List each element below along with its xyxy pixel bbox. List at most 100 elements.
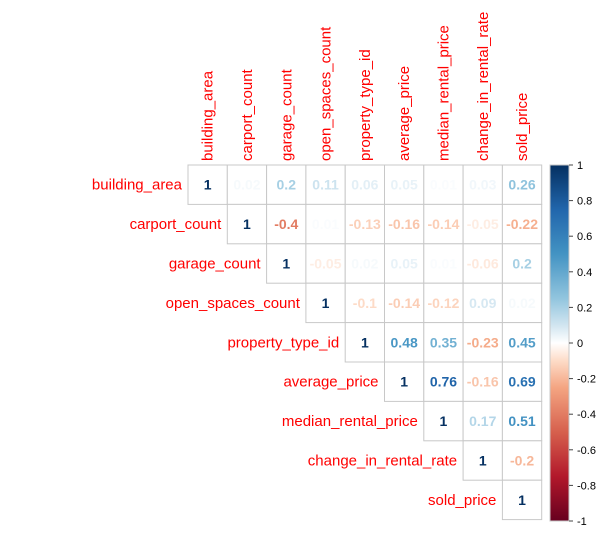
- cell-open_spaces_count-change_in_rental_rate: [462, 282, 503, 324]
- value-label-building_area-carport_count: 0.02: [233, 177, 260, 193]
- column-label-median_rental_price: median_rental_price: [435, 25, 452, 161]
- value-label-building_area-average_price: 0.05: [391, 177, 418, 193]
- row-label-median_rental_price: median_rental_price: [282, 413, 418, 430]
- value-label-open_spaces_count-average_price: -0.14: [388, 295, 420, 311]
- value-label-open_spaces_count-open_spaces_count: 1: [322, 295, 330, 311]
- cell-carport_count-sold_price: [501, 203, 543, 245]
- column-labels: building_area carport_count garage_count op…: [200, 12, 531, 161]
- column-label-change_in_rental_rate: change_in_rental_rate: [475, 12, 492, 161]
- cell-median_rental_price-sold_price: [501, 400, 543, 442]
- value-label-carport_count-property_type_id: -0.13: [349, 216, 381, 232]
- colorbar-tick-label: -0.6: [577, 445, 596, 457]
- cell-garage_count-average_price: [384, 243, 425, 284]
- value-label-median_rental_price-median_rental_price: 1: [440, 413, 448, 429]
- value-label-carport_count-open_spaces_count: 0.01: [312, 216, 339, 232]
- value-label-building_area-median_rental_price: 0.01: [430, 177, 457, 193]
- value-label-building_area-building_area: 1: [204, 177, 212, 193]
- cell-average_price-sold_price: [501, 361, 543, 402]
- row-label-sold_price: sold_price: [428, 492, 496, 509]
- value-label-property_type_id-change_in_rental_rate: -0.23: [467, 334, 499, 350]
- cell-building_area-average_price: [384, 164, 425, 205]
- value-label-sold_price-sold_price: 1: [518, 492, 526, 508]
- cell-open_spaces_count-sold_price: [501, 282, 543, 324]
- cell-open_spaces_count-open_spaces_count: [305, 282, 346, 324]
- colorbar-tick-label: 0.6: [577, 231, 592, 243]
- value-label-garage_count-average_price: 0.05: [391, 256, 418, 272]
- colorbar-tick-label: 0.8: [577, 196, 592, 208]
- value-label-garage_count-change_in_rental_rate: -0.06: [467, 256, 499, 272]
- cell-median_rental_price-median_rental_price: [423, 400, 464, 442]
- value-label-carport_count-garage_count: -0.4: [274, 216, 298, 232]
- cell-open_spaces_count-median_rental_price: [423, 282, 464, 324]
- colorbar-tick-label: 0: [577, 338, 583, 350]
- row-label-change_in_rental_rate: change_in_rental_rate: [308, 453, 457, 470]
- cell-garage_count-open_spaces_count: [305, 243, 346, 284]
- value-label-average_price-median_rental_price: 0.76: [430, 374, 457, 390]
- cell-garage_count-sold_price: [501, 243, 543, 284]
- value-label-garage_count-open_spaces_count: -0.05: [310, 256, 342, 272]
- row-label-garage_count: garage_count: [169, 256, 262, 273]
- column-label-property_type_id: property_type_id: [357, 49, 374, 161]
- column-label-building_area: building_area: [200, 70, 217, 161]
- value-label-carport_count-sold_price: -0.22: [506, 216, 538, 232]
- cell-average_price-average_price: [384, 361, 425, 402]
- value-label-average_price-change_in_rental_rate: -0.16: [467, 374, 499, 390]
- colorbar-tick-label: 0.4: [577, 267, 592, 279]
- cell-building_area-change_in_rental_rate: [462, 164, 503, 205]
- value-label-carport_count-carport_count: 1: [243, 216, 251, 232]
- value-label-building_area-sold_price: 0.26: [508, 177, 535, 193]
- value-label-property_type_id-property_type_id: 1: [361, 334, 369, 350]
- cell-property_type_id-property_type_id: [344, 322, 386, 363]
- colorbar-tick-label: -0.2: [577, 374, 596, 386]
- value-label-garage_count-property_type_id: 0.02: [351, 256, 378, 272]
- value-label-garage_count-garage_count: 1: [282, 256, 290, 272]
- value-label-garage_count-sold_price: 0.2: [512, 256, 532, 272]
- cells-layer: [187, 164, 543, 521]
- value-label-building_area-property_type_id: 0.06: [351, 177, 378, 193]
- row-label-average_price: average_price: [283, 374, 378, 391]
- value-label-open_spaces_count-sold_price: 0.02: [508, 295, 535, 311]
- column-label-average_price: average_price: [396, 66, 413, 161]
- value-label-open_spaces_count-change_in_rental_rate: 0.09: [469, 295, 496, 311]
- cell-average_price-median_rental_price: [423, 361, 464, 402]
- cell-building_area-carport_count: [226, 164, 268, 205]
- value-label-average_price-average_price: 1: [400, 374, 408, 390]
- colorbar-tick-label: 1: [577, 160, 583, 172]
- value-label-property_type_id-sold_price: 0.45: [508, 334, 535, 350]
- value-label-building_area-change_in_rental_rate: 0.03: [469, 177, 496, 193]
- colorbar-tick-label: -1: [577, 516, 587, 528]
- value-label-open_spaces_count-median_rental_price: -0.12: [427, 295, 459, 311]
- value-label-open_spaces_count-property_type_id: -0.1: [353, 295, 377, 311]
- row-label-carport_count: carport_count: [130, 216, 223, 233]
- value-label-carport_count-change_in_rental_rate: -0.05: [467, 216, 499, 232]
- values-layer: 1 0.02 0.2 0.11 0.06 0.05 0.01 0.03 0.26 1 -0.4 0.0…: [204, 177, 538, 508]
- cell-change_in_rental_rate-sold_price: [501, 440, 543, 481]
- cell-garage_count-change_in_rental_rate: [462, 243, 503, 284]
- row-label-building_area: building_area: [92, 177, 183, 194]
- cell-garage_count-garage_count: [266, 243, 307, 284]
- value-label-change_in_rental_rate-change_in_rental_rate: 1: [479, 453, 487, 469]
- cell-building_area-building_area: [187, 164, 228, 205]
- cell-carport_count-carport_count: [226, 203, 268, 245]
- row-label-property_type_id: property_type_id: [227, 334, 339, 351]
- cell-sold_price-sold_price: [501, 479, 543, 521]
- value-label-property_type_id-median_rental_price: 0.35: [430, 334, 457, 350]
- row-label-open_spaces_count: open_spaces_count: [166, 295, 301, 312]
- colorbar-gradient: [549, 164, 570, 522]
- colorbar-tick-label: 0.2: [577, 302, 592, 314]
- column-label-carport_count: carport_count: [239, 68, 256, 161]
- cell-open_spaces_count-average_price: [384, 282, 425, 324]
- cell-carport_count-change_in_rental_rate: [462, 203, 503, 245]
- value-label-garage_count-median_rental_price: 0.01: [430, 256, 457, 272]
- cell-garage_count-median_rental_price: [423, 243, 464, 284]
- value-label-building_area-garage_count: 0.2: [277, 177, 297, 193]
- value-label-carport_count-average_price: -0.16: [388, 216, 420, 232]
- value-label-median_rental_price-sold_price: 0.51: [508, 413, 535, 429]
- value-label-median_rental_price-change_in_rental_rate: 0.17: [469, 413, 496, 429]
- column-label-open_spaces_count: open_spaces_count: [318, 26, 335, 161]
- value-label-change_in_rental_rate-sold_price: -0.2: [510, 453, 534, 469]
- column-label-garage_count: garage_count: [278, 68, 295, 161]
- cell-carport_count-open_spaces_count: [305, 203, 346, 245]
- colorbar-tick-label: -0.8: [577, 480, 596, 492]
